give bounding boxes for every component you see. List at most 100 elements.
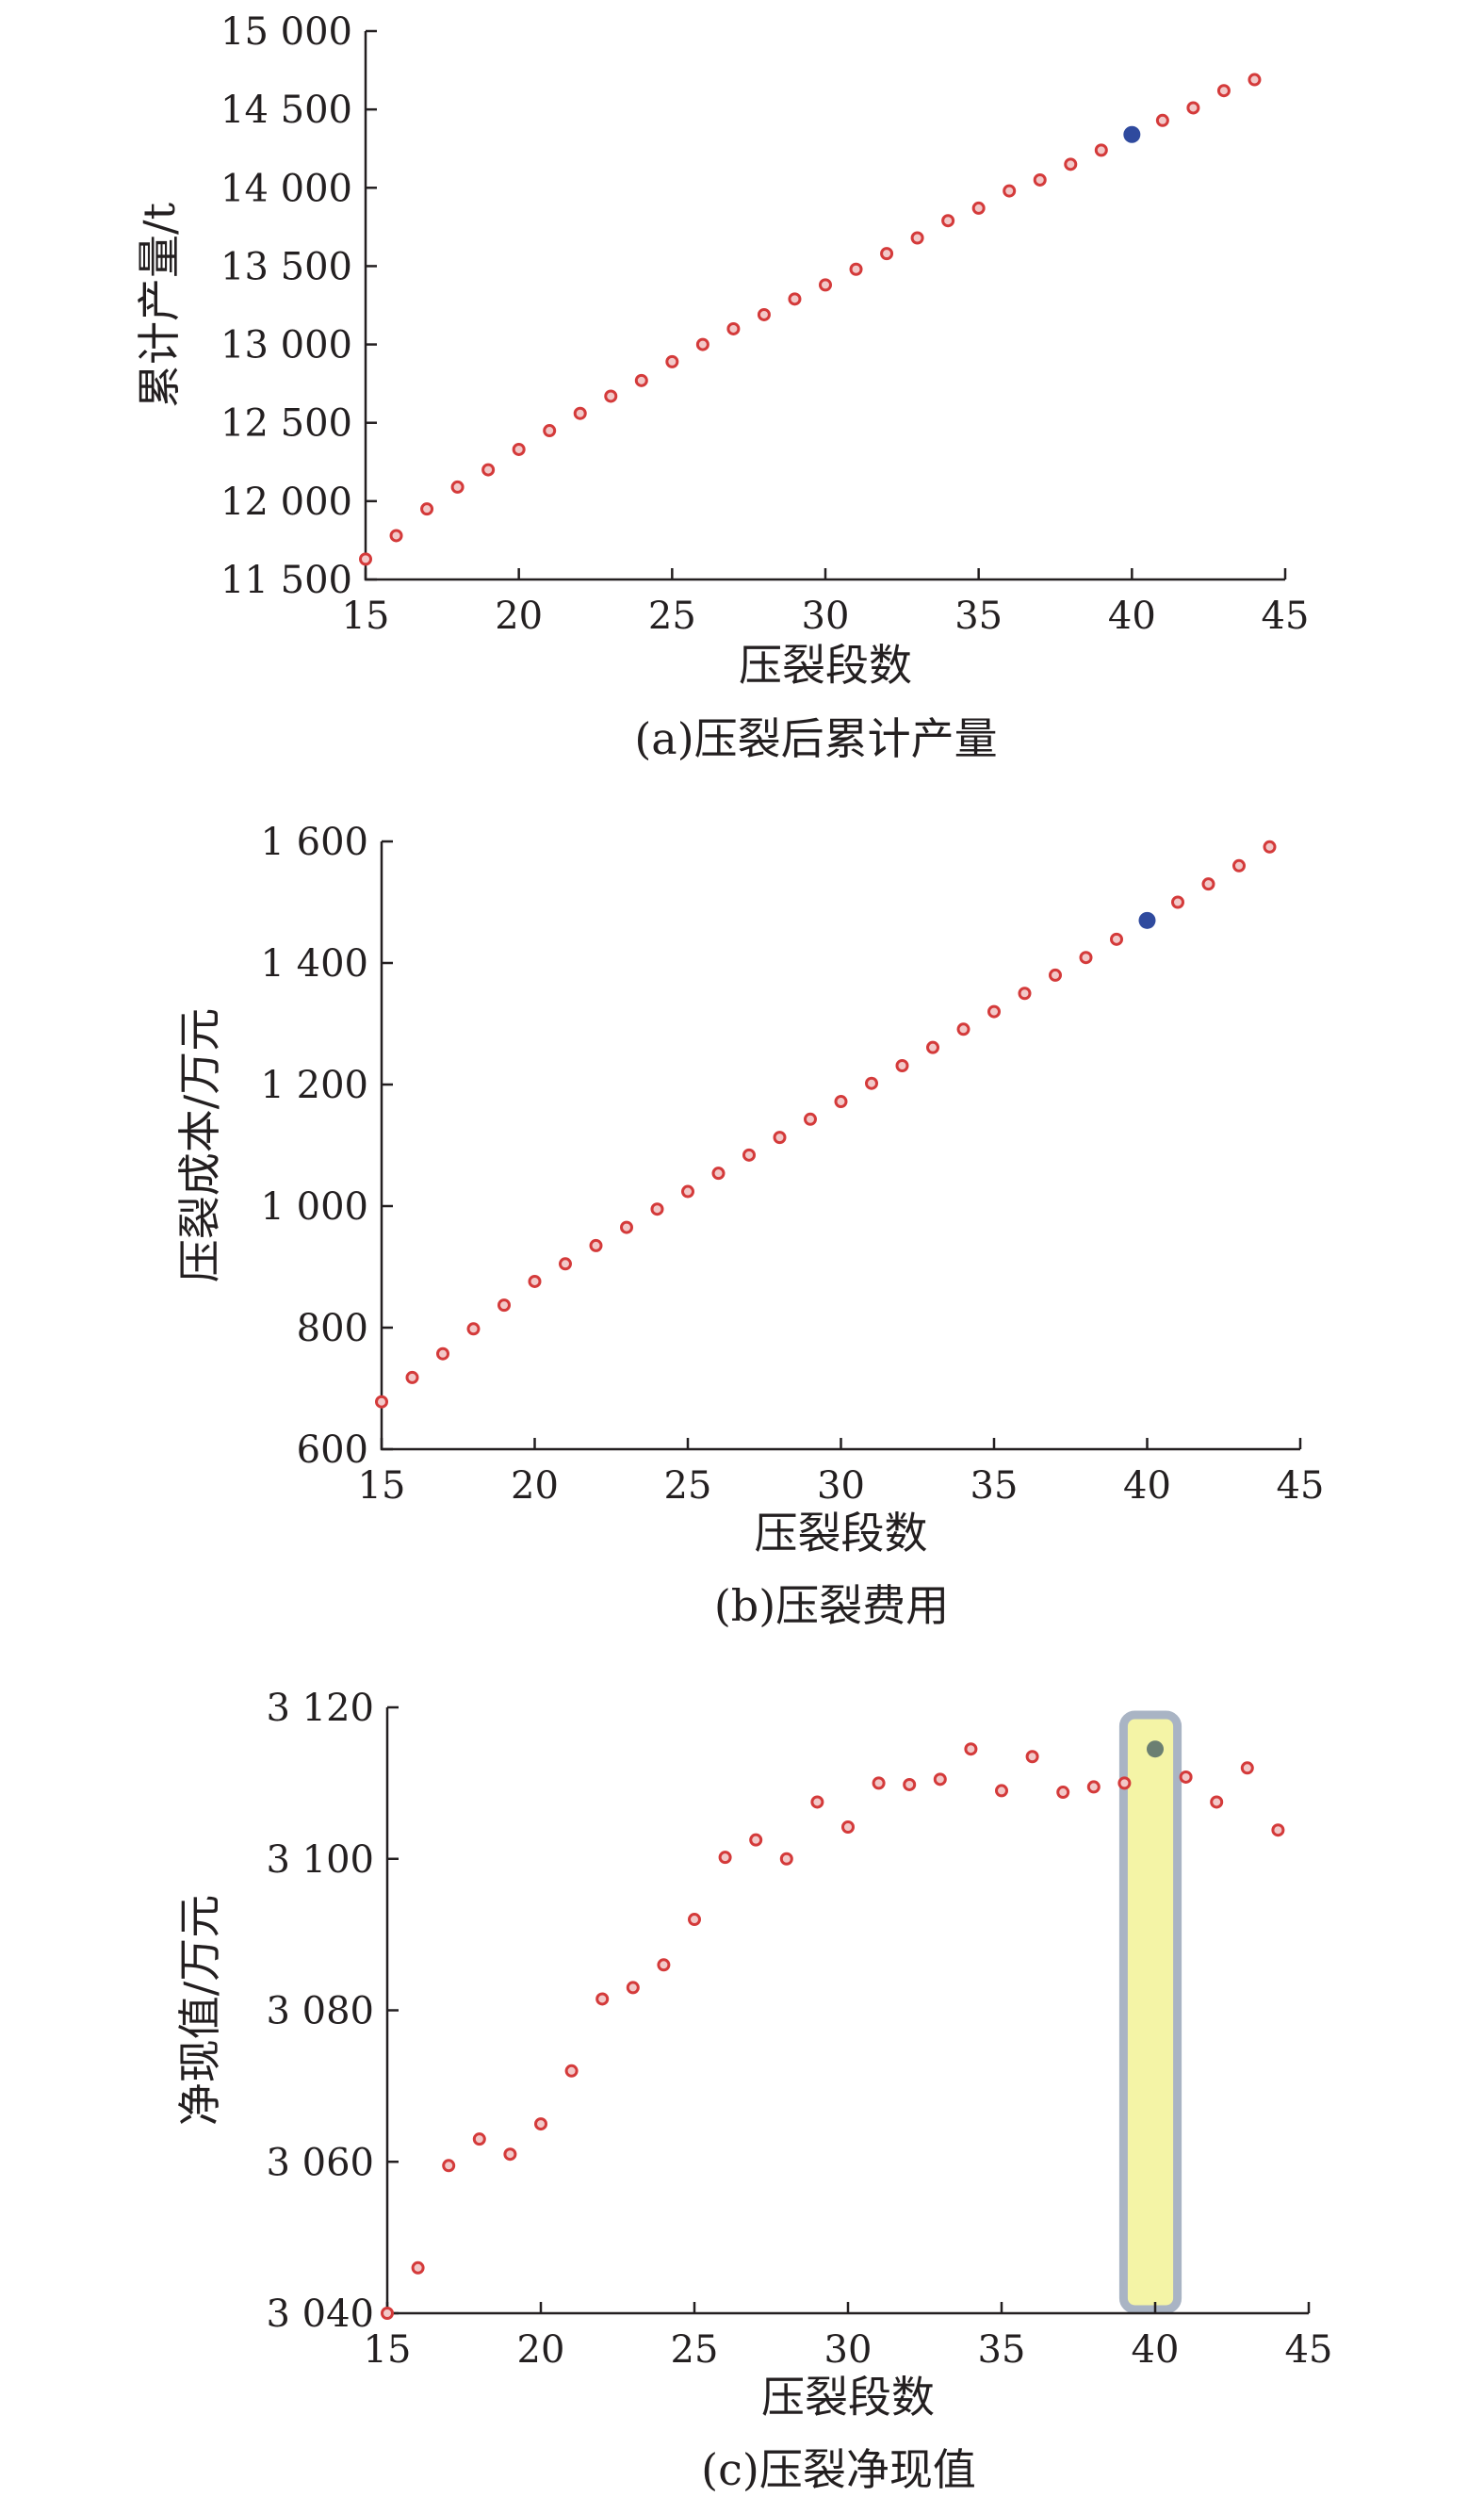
- x-tick-label: 15: [358, 1464, 406, 1508]
- data-point: [941, 214, 955, 228]
- x-tick-label: 30: [824, 2328, 872, 2372]
- data-point: [933, 1772, 947, 1787]
- data-point: [773, 1131, 787, 1145]
- data-point: [472, 2132, 486, 2146]
- y-tick-label: 3 080: [266, 1990, 374, 2033]
- data-point: [657, 1958, 671, 1972]
- data-point: [497, 1298, 511, 1313]
- data-point: [528, 1274, 542, 1288]
- y-tick-label: 13 000: [220, 324, 352, 367]
- data-point: [1240, 1761, 1254, 1775]
- data-point: [834, 1095, 848, 1109]
- x-tick-label: 35: [954, 595, 1003, 638]
- data-point: [865, 1076, 878, 1090]
- x-axis-title: 压裂段数: [739, 640, 912, 691]
- x-tick-label: 15: [342, 595, 390, 638]
- data-point: [987, 1004, 1001, 1019]
- y-tick-label: 14 500: [220, 89, 352, 132]
- data-point: [757, 307, 771, 321]
- data-point: [1155, 113, 1169, 127]
- data-point: [620, 1220, 633, 1234]
- axis-lines: [380, 841, 1300, 1451]
- data-point: [503, 2147, 517, 2162]
- y-tick-label: 3 060: [266, 2141, 374, 2184]
- data-point: [779, 1852, 793, 1866]
- y-tick-label: 1 400: [260, 942, 368, 986]
- highlight-band: [1118, 1710, 1182, 2314]
- data-point: [688, 1913, 701, 1927]
- x-tick-label: 45: [1285, 2328, 1333, 2372]
- data-point: [1086, 1780, 1101, 1794]
- x-tick-label: 20: [495, 595, 543, 638]
- data-point: [995, 1784, 1008, 1798]
- data-point: [405, 1370, 419, 1384]
- x-tick-label: 40: [1123, 1464, 1171, 1508]
- data-point: [810, 1795, 824, 1809]
- chart-panel-b: 15 20 25 30 35 40 45 600 800 1 000 1 200 1 400 1 600…: [174, 821, 1324, 1631]
- data-point: [1263, 840, 1277, 854]
- y-tick-label: 800: [297, 1307, 368, 1350]
- data-point: [604, 389, 618, 403]
- data-point: [1186, 101, 1200, 115]
- data-point: [481, 463, 496, 477]
- data-point: [359, 552, 372, 566]
- y-tick-label: 1 000: [260, 1185, 368, 1229]
- data-point: [895, 1059, 909, 1073]
- data-point: [964, 1742, 978, 1756]
- data-point: [711, 1167, 726, 1181]
- panel-caption: (b)压裂费用: [714, 1580, 949, 1631]
- data-point: [589, 1238, 603, 1252]
- x-tick-label: 25: [664, 1464, 712, 1508]
- data-point: [466, 1322, 481, 1336]
- data-point: [1056, 1786, 1070, 1800]
- y-tick-label: 3 040: [266, 2293, 374, 2336]
- highlight-data-point: [1147, 1740, 1164, 1758]
- data-point: [512, 442, 526, 456]
- x-tick-label: 40: [1108, 595, 1156, 638]
- data-point: [788, 292, 802, 306]
- data-point: [1003, 184, 1017, 198]
- data-point: [956, 1022, 970, 1036]
- x-tick-label: 30: [817, 1464, 865, 1508]
- y-tick-label: 15 000: [220, 10, 352, 54]
- data-point: [665, 354, 679, 368]
- data-point: [411, 2260, 425, 2275]
- x-tick-label: 35: [970, 1464, 1019, 1508]
- data-point: [1049, 968, 1062, 982]
- data-point: [634, 373, 648, 387]
- panel-caption: (c)压裂净现值: [701, 2444, 976, 2495]
- data-point: [681, 1184, 694, 1199]
- data-point: [1179, 1770, 1193, 1784]
- data-point: [543, 424, 557, 438]
- data-point: [1117, 1776, 1132, 1790]
- data-point: [559, 1257, 572, 1271]
- data-point: [1210, 1795, 1224, 1809]
- data-point: [1110, 932, 1123, 946]
- data-point: [420, 502, 434, 516]
- data-point: [1033, 172, 1047, 187]
- data-point: [718, 1851, 732, 1865]
- data-point: [849, 262, 863, 276]
- data-point: [841, 1819, 855, 1834]
- data-point: [1201, 877, 1215, 891]
- x-tick-label: 40: [1132, 2328, 1180, 2372]
- data-point: [626, 1981, 640, 1995]
- data-point: [381, 2307, 394, 2320]
- y-tick-label: 12 500: [220, 402, 352, 446]
- data-point: [804, 1112, 817, 1126]
- y-tick-label: 1 600: [260, 821, 368, 864]
- highlight-data-point: [1138, 911, 1156, 929]
- data-point: [926, 1040, 939, 1054]
- data-point: [742, 1148, 756, 1162]
- data-point: [389, 529, 403, 543]
- highlight-data-point: [1123, 125, 1141, 143]
- y-axis-title: 累计产量/t: [134, 202, 185, 407]
- data-point: [726, 321, 741, 335]
- data-point: [880, 247, 894, 261]
- y-tick-label: 11 500: [220, 559, 352, 602]
- chart-panel-c: 15 20 25 30 35 40 45 3 040 3 060 3 080 3 100 3 120 压…: [174, 1687, 1332, 2495]
- y-tick-label: 600: [297, 1428, 368, 1472]
- axis-lines: [364, 31, 1285, 581]
- x-tick-label: 20: [517, 2328, 565, 2372]
- data-point: [1018, 987, 1032, 1001]
